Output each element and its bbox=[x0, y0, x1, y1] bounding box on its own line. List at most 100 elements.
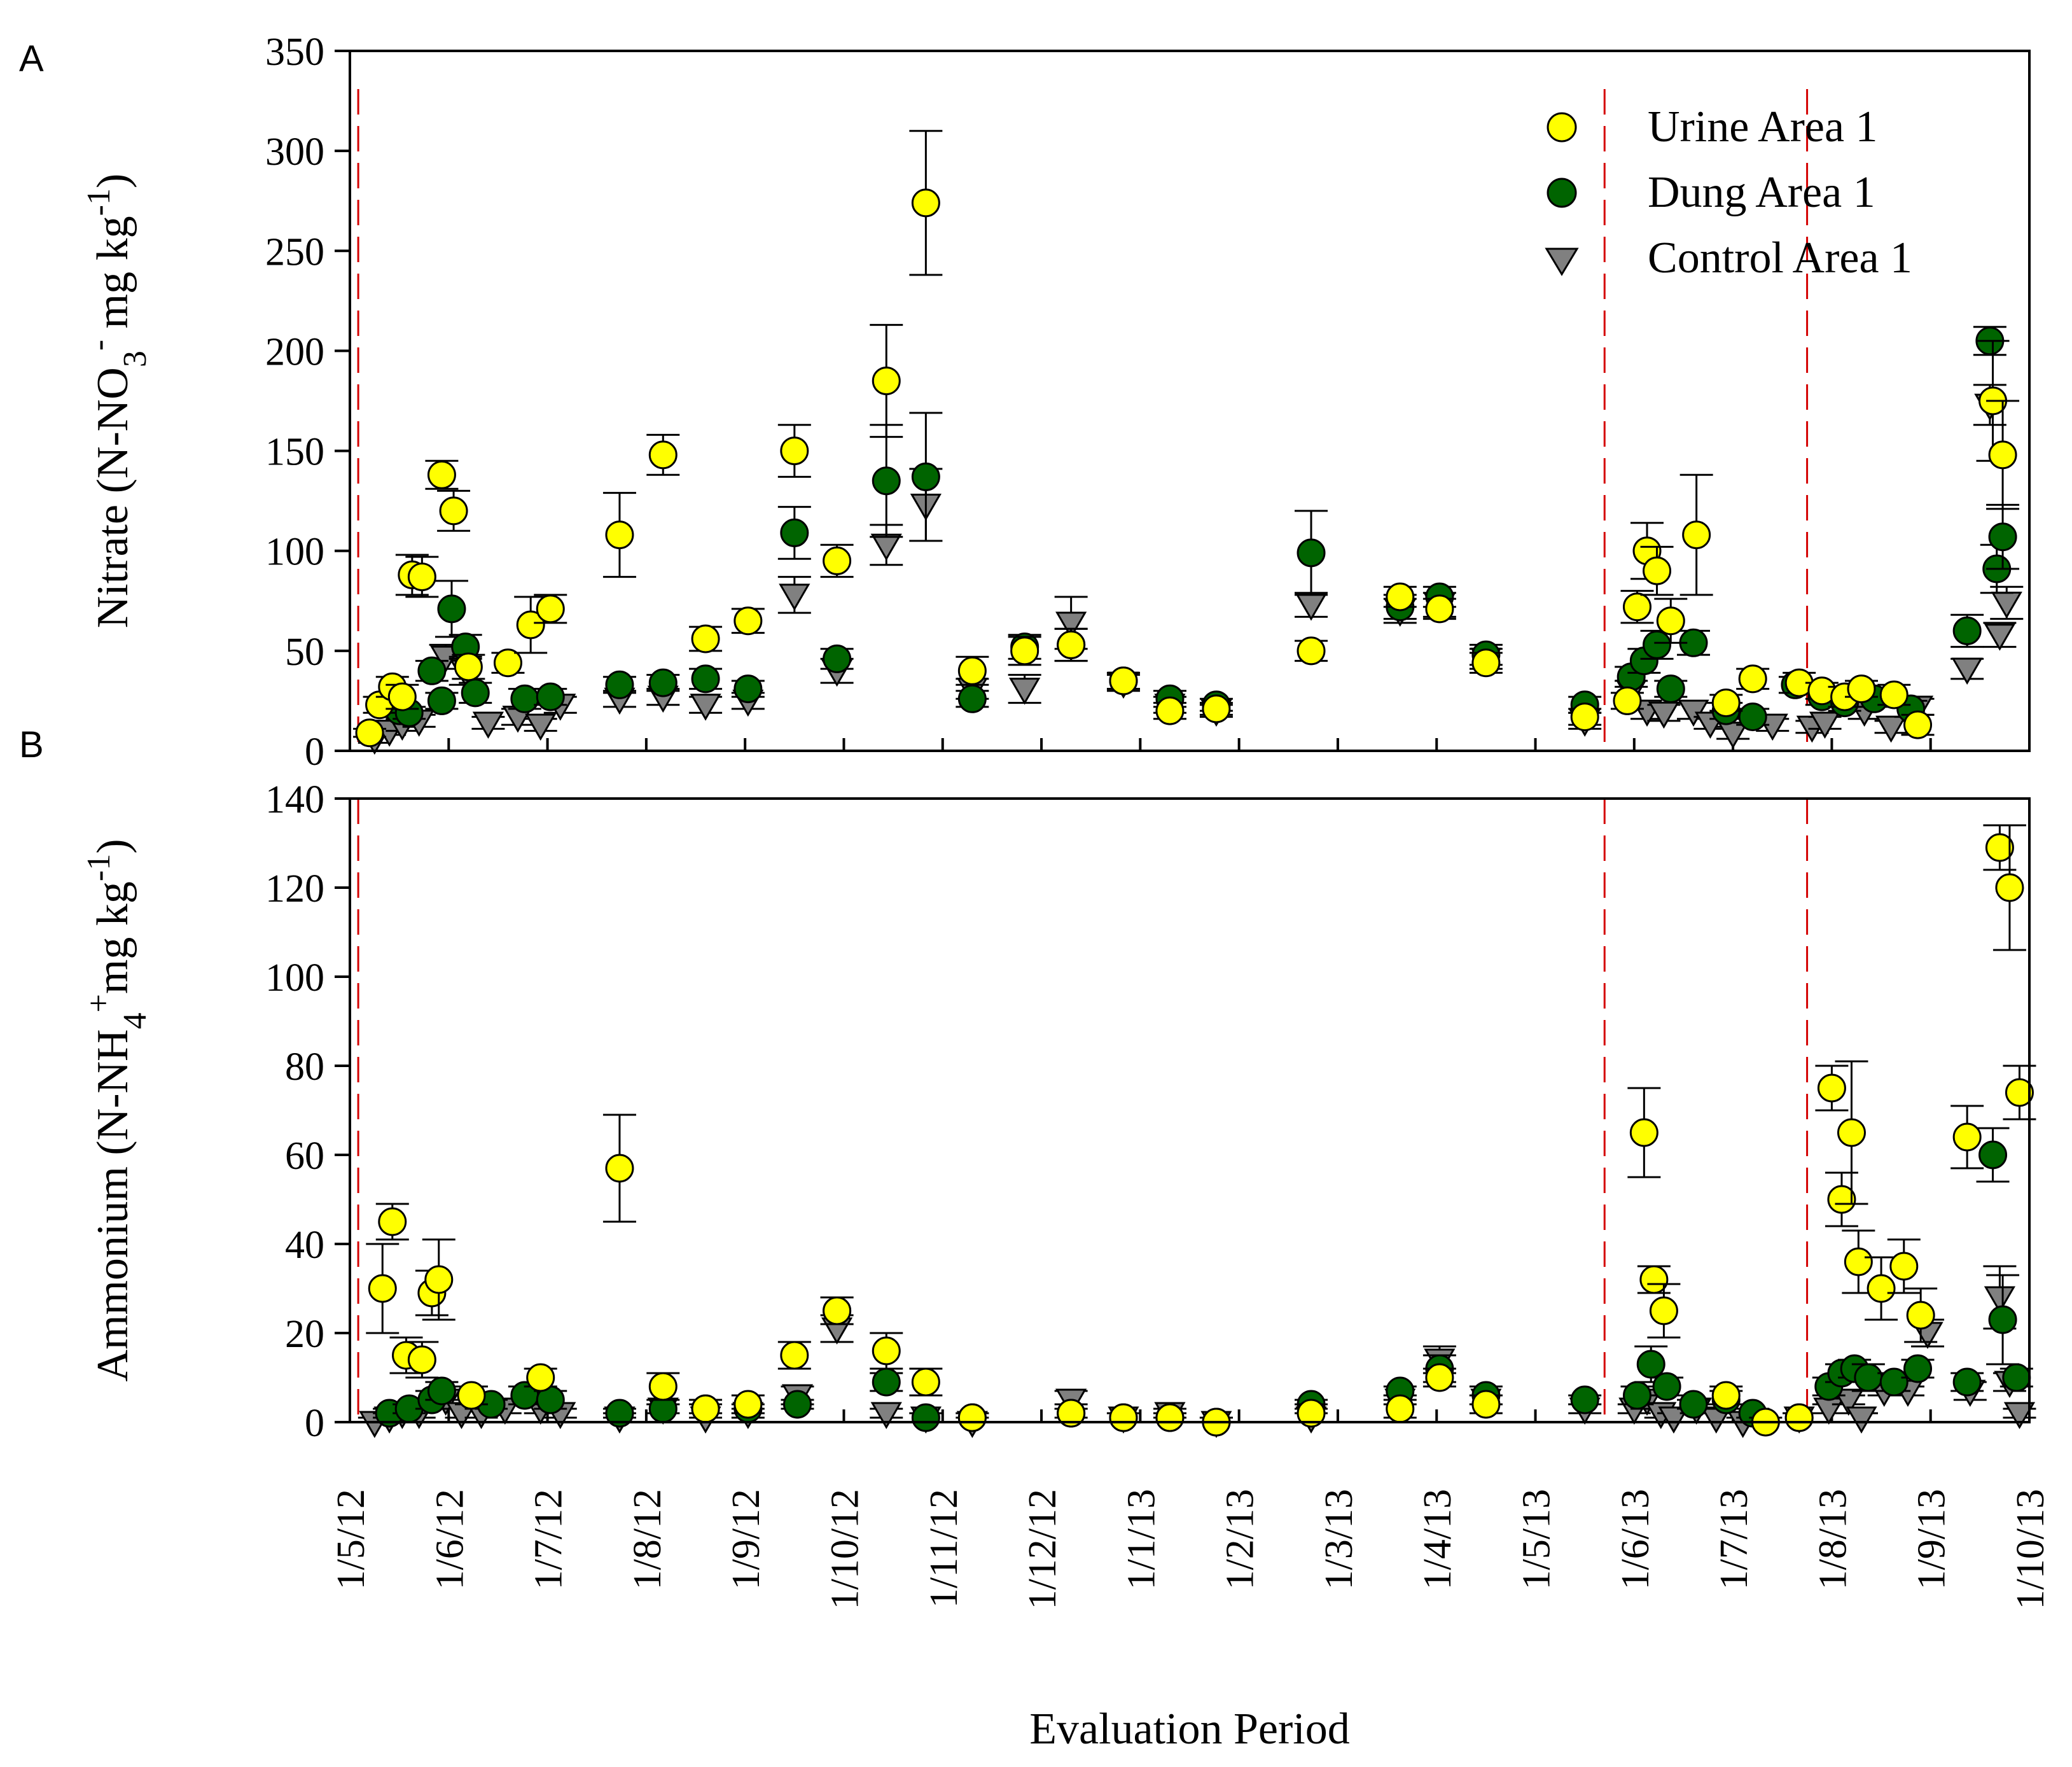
control-marker bbox=[1648, 701, 1680, 729]
panel-b-urine-point bbox=[1295, 1399, 1328, 1428]
panel-b-dung-point bbox=[602, 1399, 636, 1428]
panel-a-dung-point bbox=[435, 580, 468, 638]
panel-a-urine-point bbox=[1709, 688, 1743, 718]
dung-marker bbox=[536, 682, 565, 711]
panel-a-urine-point bbox=[1736, 664, 1770, 694]
panel-a-dung-point bbox=[731, 674, 765, 704]
panel-a-y-tick-label: 300 bbox=[265, 130, 324, 174]
urine-marker bbox=[1109, 1403, 1138, 1432]
urine-marker bbox=[387, 682, 417, 711]
panel-b-frame bbox=[349, 797, 2031, 1423]
panel-a-ylabel-unit-sup: -1 bbox=[81, 188, 117, 216]
urine-marker bbox=[457, 1381, 486, 1410]
dung-marker bbox=[780, 518, 809, 547]
panel-a-dung-point bbox=[646, 668, 680, 697]
urine-marker bbox=[516, 610, 545, 639]
x-tick-label: 1/6/12 bbox=[428, 1489, 471, 1589]
urine-marker bbox=[1656, 606, 1685, 636]
control-marker bbox=[1809, 711, 1841, 739]
panel-b-urine-point bbox=[1983, 824, 2017, 871]
urine-marker bbox=[605, 520, 634, 550]
urine-marker bbox=[780, 437, 809, 466]
panel-b-urine-point bbox=[777, 1341, 811, 1370]
urine-marker bbox=[648, 1372, 678, 1401]
urine-marker bbox=[1682, 520, 1711, 550]
legend: Urine Area 1 Dung Area 1 Control Area 1 bbox=[1545, 102, 1912, 283]
panel-b-y-tick-label: 20 bbox=[285, 1313, 324, 1356]
panel-a-urine-point bbox=[452, 652, 485, 681]
control-marker bbox=[1984, 1286, 2016, 1313]
x-tick-label: 1/5/13 bbox=[1515, 1489, 1559, 1589]
panel-b-y-tick-label: 0 bbox=[305, 1402, 324, 1445]
panel-b-urine-point bbox=[1887, 1238, 1921, 1294]
panel-b-urine-point bbox=[1153, 1403, 1186, 1432]
panel-b-dung-point bbox=[1634, 1345, 1668, 1383]
panel-b-ylabel-main: Ammonium (N-NH bbox=[88, 1029, 137, 1381]
panel-b-control-point bbox=[870, 1402, 903, 1429]
dung-marker bbox=[1854, 1363, 1883, 1392]
panel-a-dung-point bbox=[508, 684, 541, 713]
dung-marker bbox=[782, 1390, 812, 1419]
panel-a-urine-point bbox=[1640, 545, 1674, 596]
panel-a-ylabel-main: Nitrate (N-NO bbox=[88, 367, 137, 628]
dung-marker bbox=[1952, 616, 1982, 645]
urine-marker bbox=[1639, 1265, 1669, 1294]
panel-a-urine-point bbox=[777, 424, 811, 478]
dung-marker bbox=[417, 656, 447, 685]
urine-marker bbox=[1847, 674, 1876, 704]
panel-b-y-tick-label: 40 bbox=[285, 1224, 324, 1267]
control-marker bbox=[525, 713, 557, 741]
x-tick-label: 1/8/13 bbox=[1811, 1489, 1854, 1589]
panel-b-urine-point bbox=[1835, 1060, 1868, 1205]
panel-b-dung-point bbox=[781, 1390, 814, 1419]
panel-a-urine-point bbox=[405, 555, 439, 598]
panel-a-urine-point bbox=[1783, 668, 1816, 697]
urine-marker bbox=[1844, 1247, 1873, 1276]
panel-a-ylabel-close: ) bbox=[88, 174, 137, 188]
urine-marker bbox=[734, 606, 763, 636]
panel-a-urine-point bbox=[425, 459, 459, 490]
panel-b-urine-point bbox=[689, 1394, 723, 1423]
urine-marker bbox=[1471, 648, 1501, 678]
dung-marker bbox=[605, 670, 634, 699]
panel-a-y-tick-label: 50 bbox=[285, 631, 324, 674]
dung-marker bbox=[1636, 1350, 1665, 1379]
panel-b-urine-point bbox=[909, 1367, 943, 1397]
x-tick-label: 1/2/13 bbox=[1219, 1489, 1262, 1589]
urine-marker bbox=[1471, 1390, 1501, 1419]
panel-a-urine-point bbox=[909, 130, 943, 276]
panel-b-urine-point bbox=[1865, 1256, 1898, 1321]
control-marker bbox=[2003, 1402, 2036, 1429]
panel-b-axes: 0 20 40 60 80 100 120 140 bbox=[265, 778, 2031, 1445]
urine-marker bbox=[1155, 696, 1185, 725]
panel-b-urine-point bbox=[1637, 1265, 1671, 1294]
urine-marker bbox=[780, 1341, 809, 1370]
dung-marker bbox=[1903, 1354, 1933, 1383]
panel-a-y-tick-label: 0 bbox=[305, 730, 324, 774]
panel-a-ylabel-sup: - bbox=[81, 340, 117, 351]
panel-a-urine-point bbox=[731, 606, 765, 636]
panel-a-control-point bbox=[1950, 657, 1984, 685]
urine-marker bbox=[1570, 702, 1599, 732]
panel-b-y-axis-title: Ammonium (N-NH4+mg kg-1) bbox=[81, 839, 153, 1381]
legend-urine-label: Urine Area 1 bbox=[1648, 102, 1878, 151]
control-marker bbox=[1951, 657, 1983, 685]
panel-b-ylabel-unit-sup: -1 bbox=[81, 854, 117, 881]
urine-marker bbox=[2005, 1078, 2034, 1107]
control-marker bbox=[1991, 591, 2022, 619]
urine-marker bbox=[1109, 666, 1138, 695]
urine-marker bbox=[526, 1363, 555, 1392]
panel-a-urine-point bbox=[1877, 680, 1911, 709]
urine-marker bbox=[368, 1274, 397, 1303]
urine-marker bbox=[424, 1265, 454, 1294]
panel-tag-a: A bbox=[19, 38, 44, 80]
panel-a-y-tick-label: 200 bbox=[265, 330, 324, 374]
urine-marker bbox=[1711, 688, 1741, 718]
x-tick-label: 1/3/13 bbox=[1318, 1489, 1361, 1589]
urine-marker bbox=[439, 496, 468, 526]
panel-b-dung-point bbox=[425, 1376, 459, 1406]
x-tick-label: 1/11/12 bbox=[922, 1489, 966, 1608]
x-tick-label: 1/9/12 bbox=[725, 1489, 768, 1589]
urine-marker bbox=[957, 656, 987, 685]
panel-b-ylabel-sup: + bbox=[81, 994, 117, 1012]
